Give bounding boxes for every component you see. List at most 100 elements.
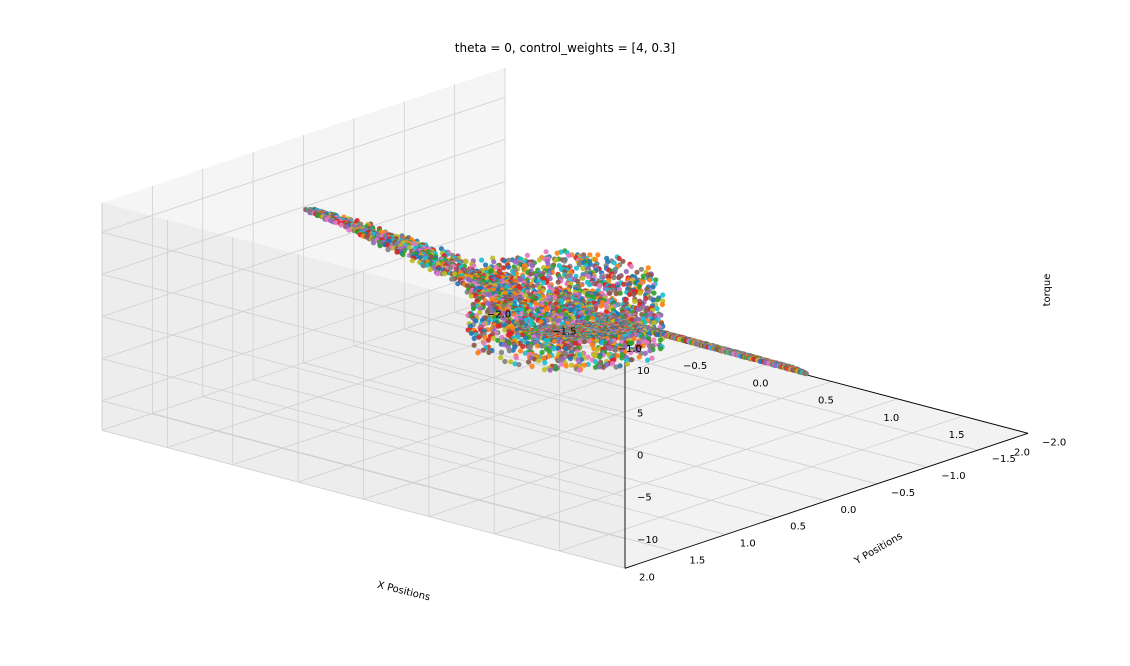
scatter-point [654, 306, 660, 312]
scatter-point [562, 346, 569, 352]
y-grid-line [152, 413, 676, 552]
scatter-point [501, 310, 507, 316]
scatter-point [587, 261, 594, 267]
scatter-point [617, 290, 623, 296]
scatter-point [486, 349, 492, 355]
scatter-point [594, 347, 600, 353]
scatter-point [519, 332, 525, 338]
scatter-point [580, 275, 586, 281]
scatter-point [491, 259, 497, 265]
scatter-point [506, 257, 512, 263]
scatter-point [471, 342, 477, 348]
scatter-point [333, 220, 339, 226]
scatter-point [455, 281, 461, 287]
scatter-point [631, 291, 637, 297]
scatter-point [495, 323, 501, 329]
scatter-point [502, 258, 508, 264]
scatter-point [651, 337, 657, 343]
scatter-point [463, 258, 469, 264]
scatter-point [385, 242, 391, 248]
y-grid-line [303, 362, 827, 502]
scatter-point [616, 275, 622, 281]
scatter-point [623, 296, 629, 302]
scatter-point [650, 297, 656, 303]
scatter-point [470, 305, 477, 311]
scatter-point [385, 247, 391, 253]
scatter-point [545, 338, 551, 344]
scatter-point [524, 252, 531, 258]
scatter-point [576, 291, 582, 297]
scatter-point [628, 263, 634, 270]
scatter-point [541, 280, 547, 286]
scatter-point [536, 257, 543, 263]
scatter-point [490, 335, 496, 341]
scatter-point [442, 271, 448, 277]
scatter-point [438, 246, 444, 252]
scatter-point [464, 289, 470, 295]
scatter-point [551, 345, 557, 352]
scatter-point [562, 258, 568, 264]
scatter-point [580, 265, 586, 272]
scatter-point [517, 348, 524, 354]
scatter-point [586, 338, 592, 344]
y-grid-line [253, 379, 777, 519]
scatter-point [528, 271, 534, 277]
scatter-point [530, 283, 537, 289]
scatter-point [623, 268, 629, 275]
scatter-point [476, 334, 482, 340]
scatter-point [600, 274, 606, 280]
scatter-point [417, 254, 423, 260]
scatter-point [551, 338, 558, 344]
scatter-point [596, 283, 603, 289]
scatter-point [590, 315, 596, 322]
scatter-point [506, 348, 513, 354]
scatter-point [650, 284, 656, 290]
scatter-point [611, 275, 617, 281]
scatter-point [598, 303, 604, 309]
scatter-point [449, 276, 455, 282]
scatter-point [505, 264, 512, 270]
scatter-point [566, 252, 572, 259]
z-grid-line [101, 273, 626, 413]
z-grid-line [101, 400, 626, 540]
scatter-point [619, 335, 625, 341]
scatter-point [370, 240, 377, 246]
scatter-point [651, 290, 657, 296]
z-grid-line [101, 181, 506, 317]
scatter-point [493, 264, 499, 270]
scatter-point [611, 260, 617, 266]
scatter-point [377, 243, 383, 249]
scatter-point [468, 330, 474, 336]
scatter-point [522, 335, 529, 341]
scatter-point [654, 297, 661, 303]
scatter-point [635, 306, 641, 313]
y-grid-line [353, 345, 877, 485]
scatter-point [638, 266, 645, 272]
scatter-point [647, 348, 653, 354]
scatter-point [498, 349, 505, 355]
scatter-point [543, 249, 549, 255]
scatter-point [570, 277, 576, 283]
scatter-point [645, 265, 651, 271]
scatter-point [480, 281, 486, 287]
scatter-point [409, 258, 415, 264]
scatter-point [592, 257, 599, 263]
scatter-point [587, 252, 593, 258]
scatter-point [620, 258, 626, 264]
y-grid-line [101, 429, 626, 569]
scatter-point [585, 273, 591, 279]
scatter-point [447, 265, 453, 271]
scatter-point [475, 350, 481, 356]
scatter-point [394, 249, 400, 255]
scatter-point [651, 320, 657, 326]
scatter-point [420, 263, 426, 269]
scatter-point [481, 340, 487, 346]
scatter-point [468, 293, 474, 299]
scatter-point [556, 263, 562, 269]
scatter-point [427, 267, 433, 273]
scatter-point [653, 277, 659, 283]
scatter-point [473, 318, 479, 324]
scatter-point [495, 337, 501, 343]
scatter-point [454, 257, 460, 263]
